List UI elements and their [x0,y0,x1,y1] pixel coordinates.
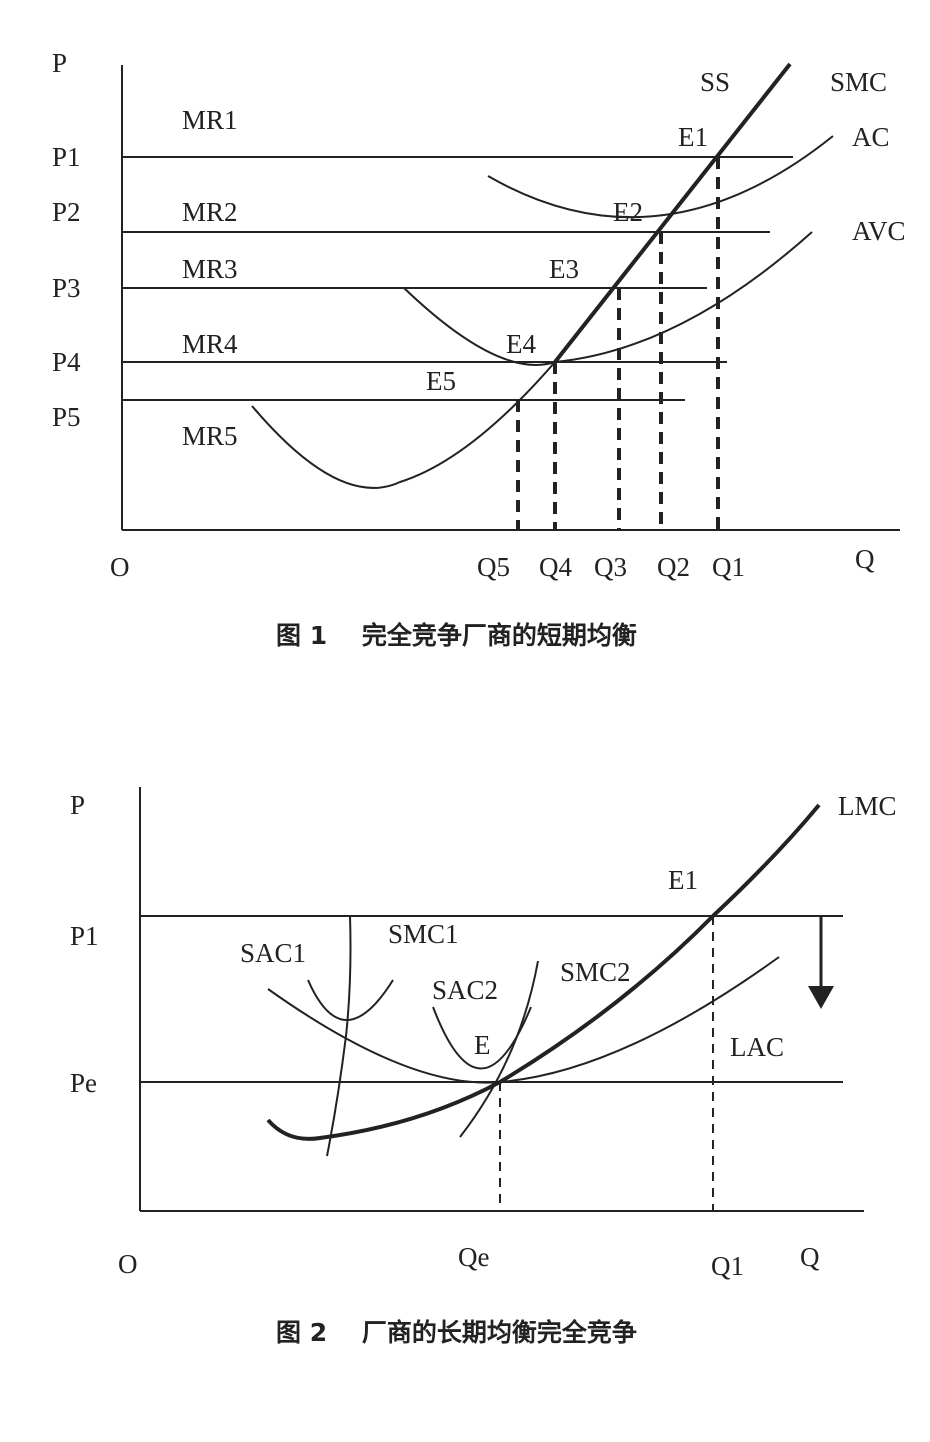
fig1-mr5-label: MR5 [182,421,238,451]
fig1-ac-curve [487,135,834,219]
figure-2: P P1 Pe O Qe Q1 Q LMC E1 E SAC1 SMC1 SAC… [70,787,897,1347]
fig1-p1-label: P1 [52,142,81,172]
fig1-e1-label: E1 [678,122,708,152]
fig1-q-label: Q [855,544,875,574]
fig2-smc1-label: SMC1 [388,919,459,949]
fig2-lac-curve [267,956,780,1084]
fig1-e3-label: E3 [549,254,579,284]
fig1-avc-label: AVC [852,216,906,246]
fig1-q4-label: Q4 [539,552,572,582]
fig1-p-label: P [52,48,67,78]
fig1-caption: 图 1 完全竞争厂商的短期均衡 [276,621,637,650]
fig1-p3-label: P3 [52,273,81,303]
fig1-p5-label: P5 [52,402,81,432]
fig1-q3-label: Q3 [594,552,627,582]
fig1-p4-label: P4 [52,347,81,377]
fig2-lac-label: LAC [730,1032,784,1062]
fig1-mr2-label: MR2 [182,197,238,227]
fig1-ss-supply-line [553,62,792,364]
fig1-mr3-label: MR3 [182,254,238,284]
fig2-p1-label: P1 [70,921,99,951]
fig2-pe-label: Pe [70,1068,97,1098]
fig2-arrow-down-icon [808,986,834,1009]
fig1-p2-label: P2 [52,197,81,227]
fig1-ac-label: AC [852,122,890,152]
fig1-mr1-label: MR1 [182,105,238,135]
fig1-e5-label: E5 [426,366,456,396]
fig1-smc-curve [251,361,556,489]
fig1-avc-curve [403,231,813,366]
fig2-p-label: P [70,790,85,820]
fig1-q1-label: Q1 [712,552,745,582]
fig2-q-label: Q [800,1242,820,1272]
fig2-smc1-curve [326,915,352,1157]
fig2-sac1-label: SAC1 [240,938,306,968]
fig1-e2-label: E2 [613,197,643,227]
fig1-smc-label: SMC [830,67,887,97]
fig1-mr4-label: MR4 [182,329,238,359]
fig2-o-label: O [118,1249,138,1279]
fig2-e-label: E [474,1030,491,1060]
fig2-qe-label: Qe [458,1242,489,1272]
fig2-caption: 图 2 厂商的长期均衡完全竞争 [276,1318,637,1347]
fig2-lmc-label: LMC [838,791,897,821]
fig2-lmc-curve [266,803,821,1141]
fig1-ss-label: SS [700,67,730,97]
fig1-e4-label: E4 [506,329,536,359]
fig2-e1-label: E1 [668,865,698,895]
fig2-smc2-curve [459,960,539,1138]
fig2-sac2-label: SAC2 [432,975,498,1005]
fig1-q2-label: Q2 [657,552,690,582]
fig1-o-label: O [110,552,130,582]
figure-1: P P1 P2 P3 P4 P5 O Q Q5 Q4 Q3 Q2 Q1 MR1 … [52,48,906,650]
fig1-q5-label: Q5 [477,552,510,582]
fig2-q1-label: Q1 [711,1251,744,1281]
fig2-smc2-label: SMC2 [560,957,631,987]
